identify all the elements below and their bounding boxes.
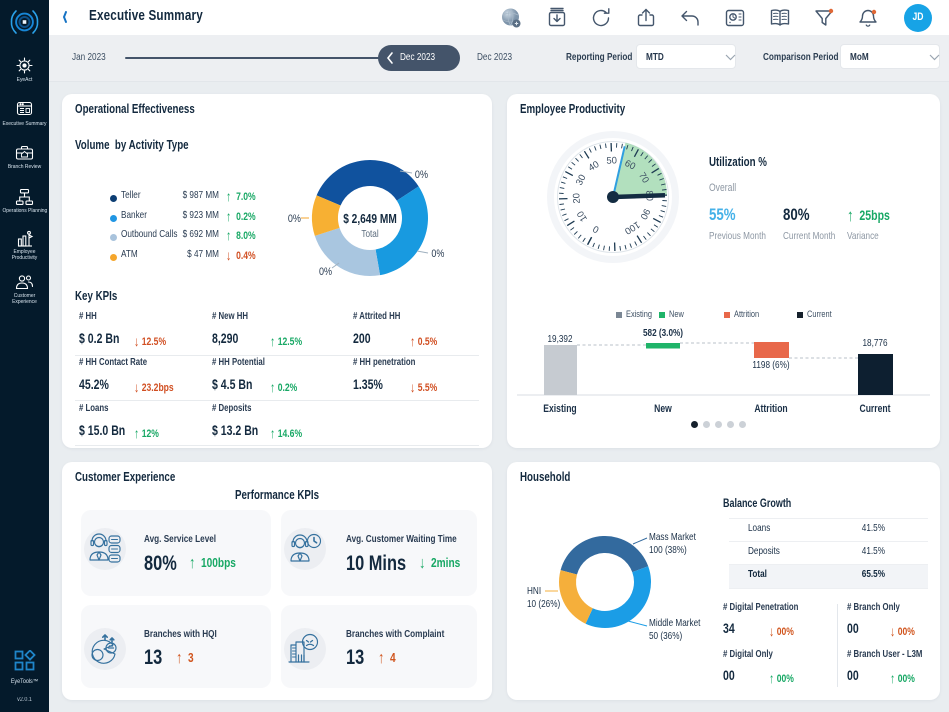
svg-text:0%: 0% [431,248,444,260]
svg-text:60: 60 [623,158,638,173]
svg-text:0%: 0% [415,169,428,181]
svg-text:10: 10 [575,209,590,224]
svg-text:40: 40 [587,159,602,174]
svg-text:70: 70 [636,171,651,186]
svg-text:0%: 0% [319,266,332,278]
svg-text:0: 0 [591,223,601,235]
svg-text:30: 30 [574,173,589,188]
svg-text:20: 20 [571,193,582,204]
svg-text:90: 90 [637,207,652,222]
svg-text:50: 50 [606,155,617,166]
svg-text:0%: 0% [288,213,301,225]
